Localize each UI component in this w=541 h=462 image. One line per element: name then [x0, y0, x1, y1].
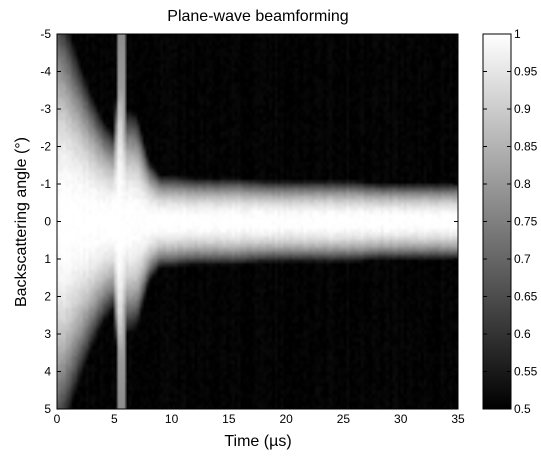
x-tick-label: 15: [222, 412, 236, 426]
colorbar-tick-label: 0.9: [514, 102, 531, 116]
colorbar-tick-label: 0.6: [514, 327, 531, 341]
chart-title: Plane-wave beamforming: [167, 8, 348, 25]
y-tick-label: -3: [40, 102, 51, 116]
x-axis: 0 5 10 15 20 25 30 35: [54, 34, 465, 426]
x-tick-label: 30: [394, 412, 408, 426]
x-tick-label: 35: [451, 412, 465, 426]
colorbar: 0.5 0.55 0.6 0.65 0.7 0.75 0.8 0.85 0.9 0.95 1: [482, 27, 538, 416]
y-axis: -5 -4 -3 -2 -1 0 1 2 3 4 5: [40, 27, 458, 416]
x-axis-label: Time (µs): [224, 433, 291, 450]
colorbar-ticks: 0.5 0.55 0.6 0.65 0.7 0.75 0.8 0.85 0.9 0.95 1: [483, 27, 538, 416]
colorbar-tick-label: 1: [514, 27, 521, 41]
y-tick-label: 0: [44, 215, 51, 229]
y-tick-label: 1: [44, 252, 51, 266]
y-tick-label: -5: [40, 27, 51, 41]
x-tick-label: 0: [54, 412, 61, 426]
y-tick-label: 2: [44, 290, 51, 304]
y-tick-label: 3: [44, 327, 51, 341]
y-tick-label: 4: [44, 365, 51, 379]
colorbar-tick-label: 0.65: [514, 290, 538, 304]
colorbar-tick-label: 0.85: [514, 140, 538, 154]
colorbar-tick-label: 0.55: [514, 365, 538, 379]
y-axis-label: Backscattering angle (°): [13, 137, 30, 307]
colorbar-tick-label: 0.7: [514, 252, 531, 266]
colorbar-gradient: [482, 33, 512, 410]
y-tick-label: -4: [40, 65, 51, 79]
y-tick-label: -1: [40, 177, 51, 191]
heatmap-image: [57, 34, 458, 409]
y-tick-label: -2: [40, 140, 51, 154]
colorbar-tick-label: 0.95: [514, 65, 538, 79]
x-tick-label: 10: [165, 412, 179, 426]
colorbar-tick-label: 0.75: [514, 215, 538, 229]
x-tick-label: 5: [111, 412, 118, 426]
colorbar-tick-label: 0.5: [514, 402, 531, 416]
colorbar-tick-label: 0.8: [514, 177, 531, 191]
x-tick-label: 25: [337, 412, 351, 426]
plot-area: [56, 33, 459, 410]
y-tick-label: 5: [44, 402, 51, 416]
x-tick-label: 20: [279, 412, 293, 426]
